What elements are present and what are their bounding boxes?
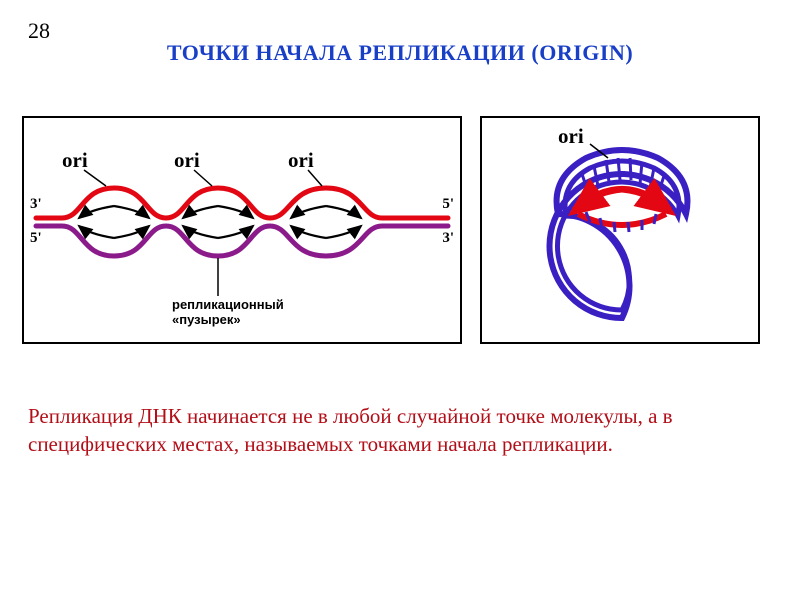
ori-pointers <box>84 170 322 186</box>
end-5prime-tr: 5' <box>442 196 454 213</box>
caption-text: Репликация ДНК начинается не в любой слу… <box>0 344 800 459</box>
main-title: ТОЧКИ НАЧАЛА РЕПЛИКАЦИИ (ORIGIN) <box>0 0 800 66</box>
circ-ori-label: ori <box>558 124 584 149</box>
page-number: 28 <box>28 18 50 44</box>
diagram-row: ori ori ori 3' 5' 5' 3' репликационный «… <box>0 66 800 344</box>
bubble-label: репликационный «пузырек» <box>172 298 284 328</box>
bubble2-arrows <box>183 206 253 238</box>
ori-label-3: ori <box>288 148 314 173</box>
linear-dna-panel: ori ori ori 3' 5' 5' 3' репликационный «… <box>22 116 462 344</box>
ori-label-1: ori <box>62 148 88 173</box>
bubble3-arrows <box>291 206 361 238</box>
circular-dna-svg <box>482 118 758 342</box>
ori-label-2: ori <box>174 148 200 173</box>
end-5prime-bl: 5' <box>30 230 42 247</box>
end-3prime-tl: 3' <box>30 196 42 213</box>
bottom-strand <box>36 226 448 256</box>
end-3prime-br: 3' <box>442 230 454 247</box>
circular-dna-panel: ori <box>480 116 760 344</box>
top-strand <box>36 188 448 218</box>
bubble1-arrows <box>79 206 149 238</box>
